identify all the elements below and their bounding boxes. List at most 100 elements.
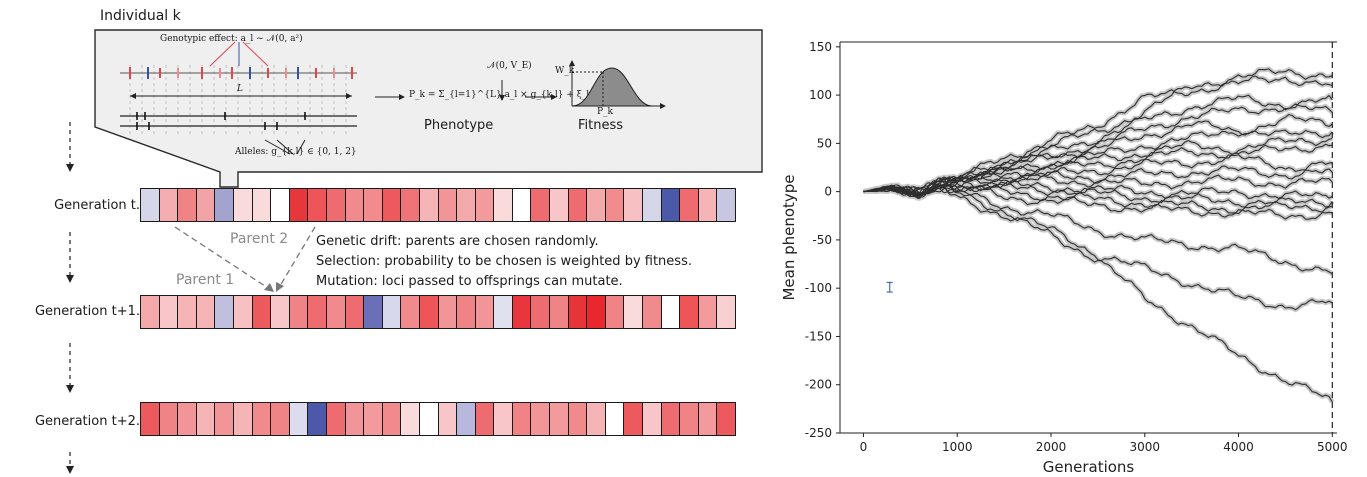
locus-cell: [345, 296, 365, 328]
flow-arrows: [66, 122, 74, 474]
locus-cell: [457, 296, 476, 328]
locus-cell: [141, 403, 160, 435]
locus-cell: [438, 403, 458, 435]
locus-cell: [345, 189, 365, 221]
locus-cell: [568, 189, 588, 221]
locus-cell: [457, 189, 476, 221]
locus-cell: [364, 296, 383, 328]
locus-cell: [531, 296, 551, 328]
locus-cell: [382, 189, 402, 221]
locus-cell: [661, 189, 681, 221]
wk-label: W_k: [555, 66, 575, 76]
inset-arrows: [375, 80, 557, 101]
locus-cell: [717, 189, 735, 221]
locus-cell: [289, 403, 309, 435]
locus-cell: [605, 189, 625, 221]
series-band: [863, 182, 1335, 404]
y-axis-title: Mean phenotype: [780, 174, 798, 300]
locus-cell: [550, 403, 569, 435]
locus-cell: [587, 189, 606, 221]
locus-cell: [326, 189, 346, 221]
locus-cell: [271, 189, 290, 221]
y-tick-label: 100: [809, 88, 832, 102]
locus-cell: [438, 189, 458, 221]
locus-cell: [587, 403, 606, 435]
locus-cell: [215, 296, 234, 328]
y-tick-label: -150: [805, 329, 832, 343]
chart-axes: 150 100 50 0 -50 -100 -150 -200 -250 0 1000 2000 300…: [780, 40, 1348, 476]
genotypic-effect-label: Genotypic effect: a_l ~ 𝒩(0, a²): [160, 34, 303, 44]
locus-cell: [252, 403, 272, 435]
locus-cell: [159, 189, 179, 221]
locus-cell: [438, 296, 458, 328]
locus-cell: [159, 403, 179, 435]
individual-text: Individual k: [100, 8, 181, 24]
locus-cell: [494, 403, 513, 435]
locus-cell: [141, 296, 160, 328]
locus-cell: [680, 189, 699, 221]
x-tick-label: 3000: [1129, 440, 1160, 454]
individual-label: Individual k: [100, 8, 181, 24]
locus-cell: [512, 189, 532, 221]
y-tick-label: -50: [812, 233, 832, 247]
locus-cell: [252, 189, 272, 221]
locus-cell: [624, 403, 644, 435]
locus-cell: [141, 189, 160, 221]
locus-cell: [457, 403, 476, 435]
locus-cell: [178, 189, 197, 221]
locus-cell: [233, 296, 253, 328]
locus-cell: [568, 403, 588, 435]
x-tick-label: 0: [860, 440, 868, 454]
locus-cell: [512, 296, 532, 328]
series-line: [863, 129, 1333, 193]
locus-cell: [401, 189, 420, 221]
locus-cell: [419, 403, 439, 435]
locus-cell: [419, 296, 439, 328]
locus-cell: [178, 403, 197, 435]
locus-cell: [717, 403, 735, 435]
locus-cell: [308, 403, 327, 435]
locus-cell: [271, 296, 290, 328]
series-line: [863, 143, 1333, 199]
series-line: [863, 184, 1333, 403]
y-tick-label: -200: [805, 378, 832, 392]
locus-cell: [698, 403, 718, 435]
locus-cell: [326, 403, 346, 435]
locus-cell: [308, 189, 327, 221]
locus-cell: [605, 296, 625, 328]
locus-cell: [252, 296, 272, 328]
y-tick-label: 150: [809, 40, 832, 54]
parent-2-label: Parent 2: [230, 231, 289, 247]
locus-cell: [233, 189, 253, 221]
locus-cell: [643, 296, 662, 328]
locus-cell: [661, 403, 681, 435]
locus-cell: [271, 403, 290, 435]
locus-cell: [364, 189, 383, 221]
generation-t-label: Generation t.: [54, 198, 140, 213]
locus-cell: [568, 296, 588, 328]
locus-cell: [624, 189, 644, 221]
locus-cell: [401, 296, 420, 328]
phenotype-chart: 150 100 50 0 -50 -100 -150 -200 -250 0 1000 2000 300…: [780, 40, 1348, 476]
series-line: [863, 181, 1333, 208]
y-tick-label: 0: [824, 185, 832, 199]
locus-cell: [698, 296, 718, 328]
locus-cell: [196, 189, 216, 221]
genotype-schematic: [120, 41, 357, 155]
locus-cell: [550, 189, 569, 221]
locus-cell: [382, 296, 402, 328]
locus-cell: [680, 296, 699, 328]
chart-lines: [863, 42, 1333, 433]
locus-cell: [494, 189, 513, 221]
x-tick-label: 4000: [1223, 440, 1254, 454]
noise-label: 𝒩(0, V_E): [487, 61, 532, 71]
generation-t1-label: Generation t+1.: [34, 304, 140, 319]
selection-note: Selection: probability to be chosen is w…: [316, 254, 692, 269]
locus-cell: [587, 296, 606, 328]
locus-cell: [159, 296, 179, 328]
equation: P_k = Σ_{l=1}^{L} a_l × g_{k,l} + ξ_k: [409, 90, 592, 100]
generation-t2-label: Generation t+2.: [34, 414, 140, 429]
phenotype-label: Phenotype: [424, 118, 494, 133]
pk-label: P_k: [597, 107, 614, 117]
inset-callout: [94, 29, 763, 188]
